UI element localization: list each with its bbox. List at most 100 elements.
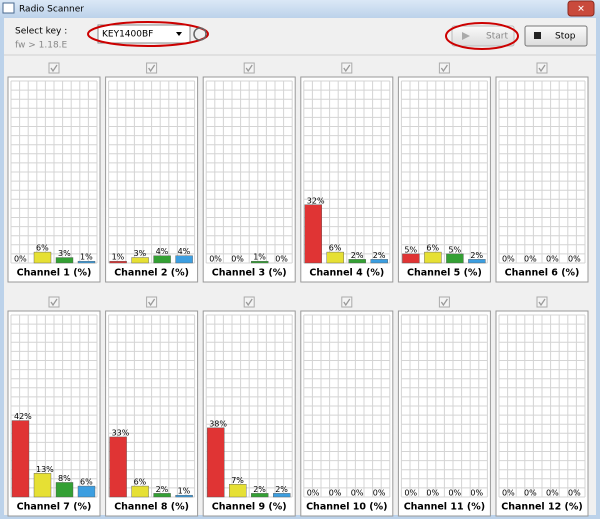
channel-label: Channel 3 (%): [212, 268, 287, 279]
bar: [228, 484, 247, 498]
checkbox[interactable]: [536, 62, 548, 74]
value-label: 0%: [275, 255, 288, 264]
value-label: 0%: [351, 489, 364, 498]
bar: [424, 251, 442, 264]
stop-label: Stop: [555, 32, 576, 42]
value-label: 3%: [58, 249, 71, 258]
check-mark: [343, 298, 351, 307]
app-icon: [2, 2, 15, 14]
bar: [131, 485, 149, 498]
bar: [206, 427, 225, 498]
value-label: 4%: [156, 247, 169, 256]
value-label: 0%: [524, 489, 537, 498]
value-label: 13%: [36, 465, 54, 474]
value-label: 0%: [470, 489, 483, 498]
value-label: 1%: [178, 487, 191, 496]
check-mark: [148, 298, 156, 307]
check-mark: [343, 64, 351, 73]
bar: [348, 259, 366, 264]
value-label: 32%: [307, 196, 325, 205]
check-mark: [245, 64, 253, 73]
dropdown-arrow: [176, 32, 182, 36]
checkbox[interactable]: [48, 62, 60, 74]
checkbox[interactable]: [146, 62, 158, 74]
bar: [250, 493, 269, 498]
checkbox[interactable]: [243, 62, 255, 74]
checkbox[interactable]: [438, 296, 450, 308]
start-icon: [462, 32, 470, 40]
value-label: 4%: [178, 247, 191, 256]
bar: [175, 255, 193, 264]
checkbox[interactable]: [438, 62, 450, 74]
checkbox[interactable]: [48, 296, 60, 308]
value-label: 5%: [404, 245, 417, 254]
bar: [11, 420, 30, 498]
select-label: Select key :: [15, 27, 67, 37]
close-icon: ✕: [577, 5, 585, 15]
fw-label: fw > 1.18.E: [15, 41, 68, 51]
channel-label: Channel 8 (%): [114, 502, 189, 513]
value-label: 0%: [502, 255, 515, 264]
value-label: 0%: [502, 489, 515, 498]
check-mark: [440, 298, 448, 307]
value-label: 6%: [36, 244, 49, 253]
value-label: 8%: [58, 474, 71, 483]
checkbox[interactable]: [536, 296, 548, 308]
value-label: 0%: [448, 489, 461, 498]
bar: [175, 494, 193, 498]
check-mark: [50, 298, 58, 307]
checkbox[interactable]: [146, 296, 158, 308]
checkbox[interactable]: [341, 62, 353, 74]
channel-label: Channel 12 (%): [501, 502, 582, 513]
checkbox[interactable]: [243, 296, 255, 308]
bar: [468, 259, 486, 264]
window-title: Radio Scanner: [19, 5, 84, 15]
bar: [33, 473, 52, 498]
highlight: [87, 21, 209, 47]
value-label: 2%: [253, 485, 266, 494]
value-label: 0%: [373, 489, 386, 498]
bar: [109, 260, 127, 264]
bar: [304, 204, 322, 264]
channel-label: Channel 10 (%): [306, 502, 387, 513]
channel-label: Channel 5 (%): [407, 268, 482, 279]
value-label: 2%: [275, 485, 288, 494]
key-select[interactable]: [97, 24, 191, 44]
bar: [370, 259, 388, 264]
bar: [77, 485, 96, 498]
highlight: [445, 22, 519, 50]
bar: [402, 253, 420, 264]
check-mark: [440, 64, 448, 73]
value-label: 6%: [80, 478, 93, 487]
bar: [250, 260, 269, 264]
title-bar: [0, 0, 600, 18]
value-label: 7%: [231, 476, 244, 485]
bar: [55, 257, 74, 264]
value-label: 1%: [253, 253, 266, 262]
stop-button[interactable]: [524, 25, 588, 47]
value-label: 2%: [156, 485, 169, 494]
value-label: 1%: [112, 253, 125, 262]
channel-label: Channel 2 (%): [114, 268, 189, 279]
value-label: 2%: [373, 251, 386, 260]
bar: [109, 436, 127, 498]
channel-label: Channel 6 (%): [505, 268, 580, 279]
value-label: 1%: [80, 253, 93, 262]
check-mark: [245, 298, 253, 307]
close-button[interactable]: [567, 0, 595, 17]
start-button[interactable]: [451, 25, 515, 47]
channel-label: Channel 4 (%): [309, 268, 384, 279]
value-label: 0%: [329, 489, 342, 498]
refresh-button[interactable]: [193, 27, 207, 41]
stop-icon: [534, 32, 541, 39]
bar: [77, 260, 96, 264]
value-label: 2%: [470, 251, 483, 260]
checkbox[interactable]: [341, 296, 353, 308]
value-label: 0%: [14, 255, 27, 264]
value-label: 3%: [134, 249, 147, 258]
start-label: Start: [486, 32, 508, 42]
value-label: 2%: [351, 251, 364, 260]
check-mark: [538, 298, 546, 307]
value-label: 0%: [546, 489, 559, 498]
bar: [326, 251, 344, 264]
